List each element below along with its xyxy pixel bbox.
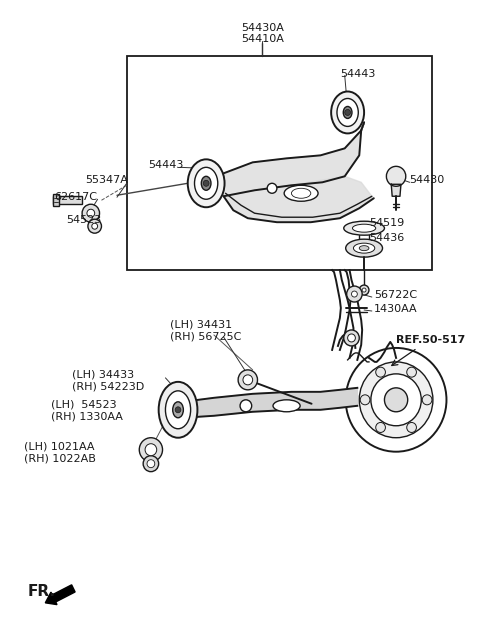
Text: (LH)  54523
(RH) 1330AA: (LH) 54523 (RH) 1330AA (51, 400, 123, 421)
Bar (53, 194, 59, 206)
Circle shape (240, 400, 252, 412)
Circle shape (386, 166, 406, 186)
Polygon shape (391, 185, 401, 197)
Circle shape (360, 395, 370, 405)
Circle shape (345, 110, 350, 115)
Circle shape (88, 219, 101, 233)
Circle shape (143, 455, 159, 472)
Text: 56722C: 56722C (374, 290, 417, 300)
Ellipse shape (194, 168, 218, 199)
Text: 1430AA: 1430AA (374, 304, 418, 314)
Circle shape (362, 288, 366, 292)
Text: (LH) 1021AA
(RH) 1022AB: (LH) 1021AA (RH) 1022AB (24, 442, 96, 463)
Circle shape (147, 460, 155, 467)
Text: 54523: 54523 (67, 215, 102, 225)
Text: (LH) 34433
(RH) 54223D: (LH) 34433 (RH) 54223D (72, 370, 144, 391)
Circle shape (422, 395, 432, 405)
Circle shape (407, 367, 417, 377)
Circle shape (243, 375, 252, 385)
Ellipse shape (273, 400, 300, 412)
Ellipse shape (359, 246, 369, 251)
Circle shape (344, 330, 359, 346)
Circle shape (267, 183, 277, 193)
Ellipse shape (159, 382, 197, 438)
Bar (127, 55, 432, 270)
Circle shape (384, 388, 408, 412)
Ellipse shape (352, 224, 376, 232)
Text: (LH) 34431
(RH) 56725C: (LH) 34431 (RH) 56725C (170, 320, 241, 341)
Circle shape (407, 423, 417, 432)
Ellipse shape (188, 159, 225, 207)
Text: 54519: 54519 (369, 218, 404, 228)
Text: 54436: 54436 (369, 233, 404, 243)
Ellipse shape (291, 188, 311, 198)
Circle shape (139, 438, 163, 462)
FancyArrow shape (45, 585, 75, 605)
Circle shape (371, 374, 421, 426)
Polygon shape (183, 388, 357, 418)
Circle shape (346, 348, 446, 452)
Circle shape (376, 367, 385, 377)
Circle shape (82, 204, 99, 222)
Ellipse shape (166, 391, 191, 429)
Ellipse shape (353, 243, 375, 253)
Polygon shape (224, 122, 364, 197)
Circle shape (87, 209, 95, 217)
Circle shape (359, 285, 369, 295)
Text: 54430: 54430 (409, 175, 445, 185)
Text: 54443: 54443 (148, 161, 183, 170)
Circle shape (203, 180, 209, 186)
Circle shape (92, 223, 97, 229)
Circle shape (145, 444, 156, 455)
Text: FR.: FR. (28, 585, 56, 599)
Ellipse shape (337, 98, 358, 127)
Ellipse shape (344, 221, 384, 235)
Text: 62617C: 62617C (54, 192, 97, 202)
Ellipse shape (346, 239, 383, 257)
Bar (53, 197, 82, 204)
Ellipse shape (343, 106, 352, 118)
Circle shape (175, 407, 181, 413)
Polygon shape (224, 176, 374, 222)
Ellipse shape (201, 176, 211, 190)
Text: 54443: 54443 (340, 69, 375, 79)
Circle shape (347, 286, 362, 302)
Circle shape (348, 334, 355, 342)
Circle shape (359, 362, 433, 438)
Circle shape (376, 423, 385, 432)
Ellipse shape (331, 91, 364, 134)
Circle shape (351, 291, 357, 297)
Text: 55347A: 55347A (85, 175, 128, 185)
Ellipse shape (284, 185, 318, 201)
Text: REF.50-517: REF.50-517 (396, 335, 465, 345)
Ellipse shape (173, 402, 183, 418)
Text: 54430A
54410A: 54430A 54410A (241, 23, 284, 44)
Circle shape (238, 370, 257, 390)
